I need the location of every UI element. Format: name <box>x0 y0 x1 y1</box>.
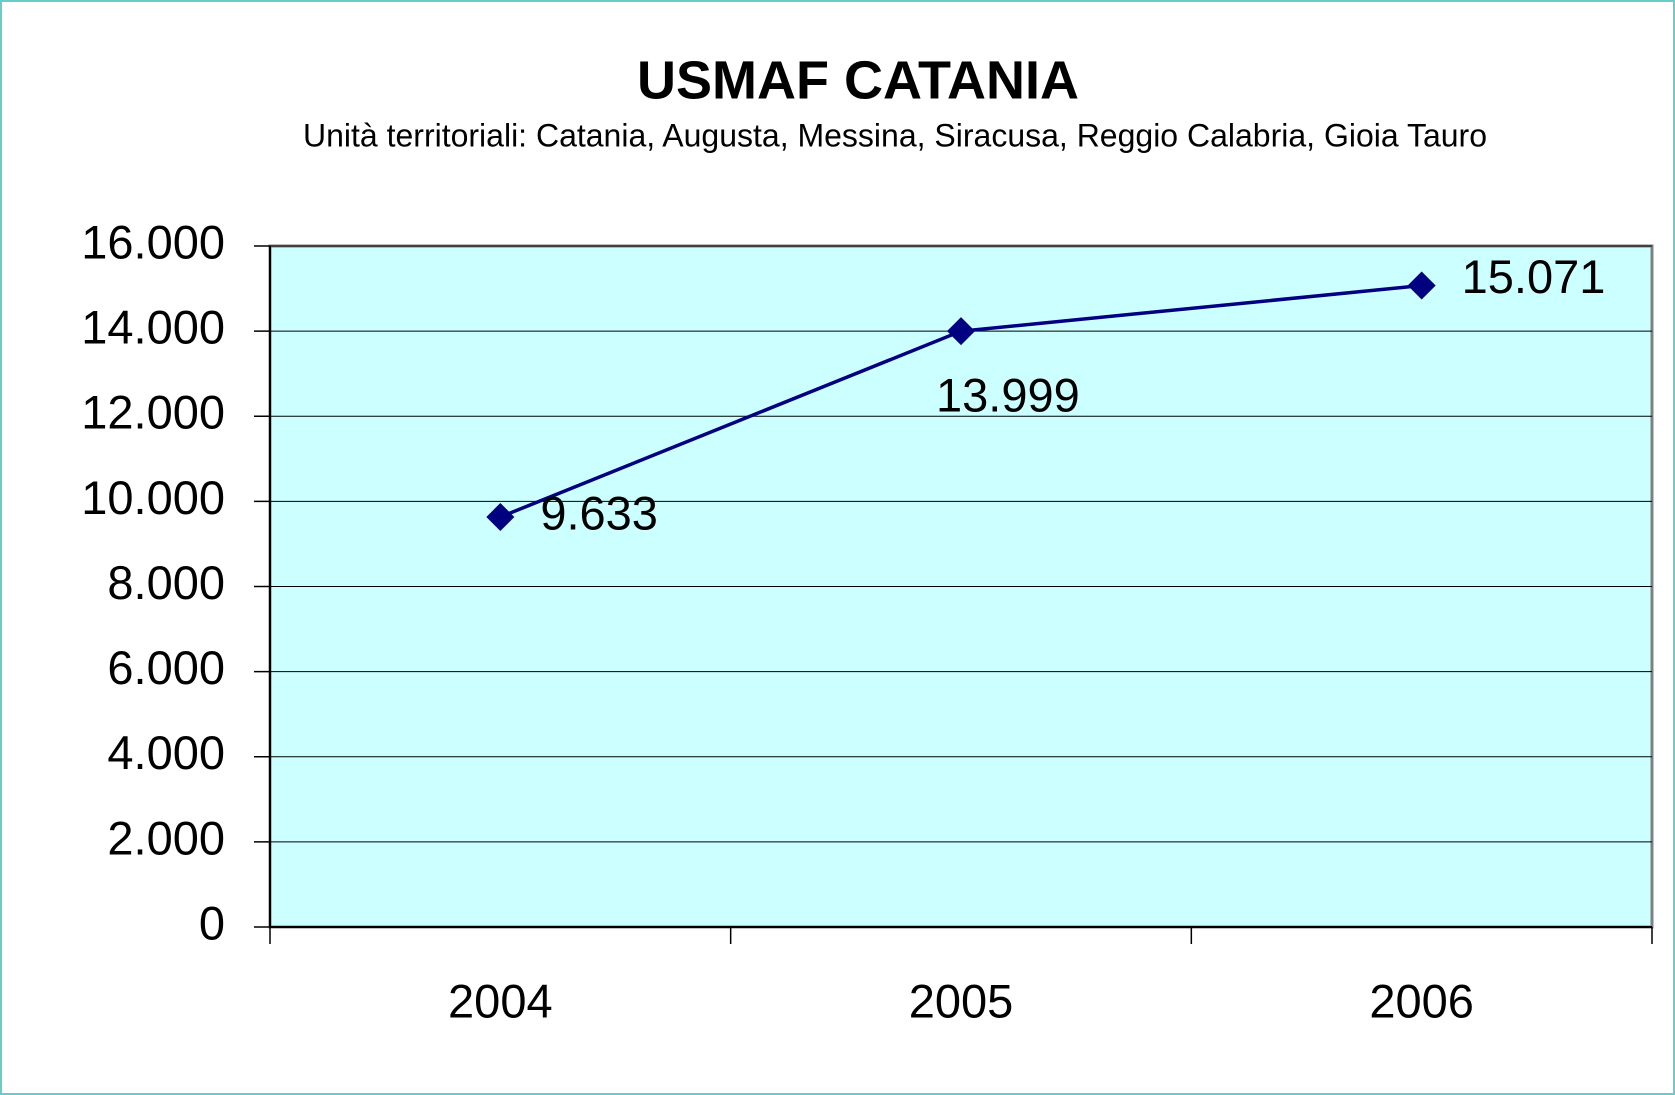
data-point <box>1407 271 1436 300</box>
data-point <box>947 317 975 346</box>
y-tick-label: 10.000 <box>81 471 225 524</box>
x-tick-label: 2005 <box>909 974 1014 1027</box>
x-tick-label: 2006 <box>1369 974 1474 1027</box>
data-label: 15.071 <box>1462 250 1606 303</box>
y-tick-label: 8.000 <box>107 556 225 609</box>
y-tick-label: 4.000 <box>107 726 225 779</box>
y-tick-label: 12.000 <box>81 386 225 439</box>
data-point <box>486 502 515 531</box>
data-label: 13.999 <box>936 369 1080 422</box>
y-tick-label: 6.000 <box>107 641 225 694</box>
chart-subtitle: Unità territoriali: Catania, Augusta, Me… <box>303 117 1487 153</box>
y-tick-label: 2.000 <box>107 811 225 864</box>
y-tick-label: 0 <box>199 896 225 949</box>
y-tick-label: 16.000 <box>81 215 225 268</box>
chart-title: USMAF CATANIA <box>637 50 1079 110</box>
data-label: 9.633 <box>540 486 658 539</box>
y-tick-label: 14.000 <box>81 301 225 354</box>
x-tick-label: 2004 <box>448 974 553 1027</box>
